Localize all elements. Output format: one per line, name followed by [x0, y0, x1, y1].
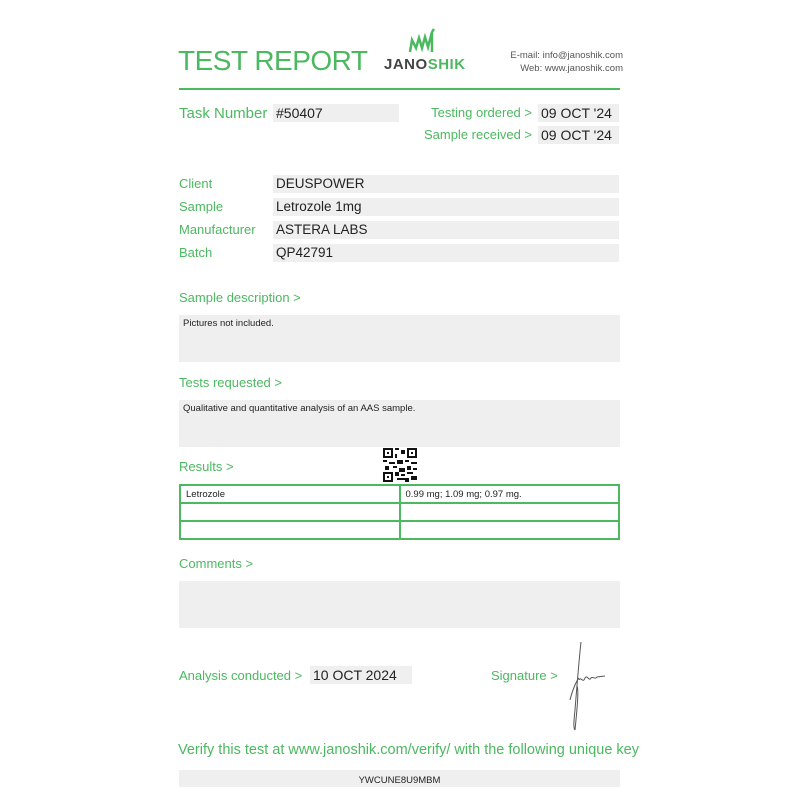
- janoshik-logo: JANOSHIK: [382, 28, 466, 76]
- table-row: [179, 520, 620, 540]
- batch-label: Batch: [179, 245, 213, 260]
- comments-label: Comments >: [179, 556, 254, 571]
- comments-text: [179, 581, 620, 587]
- signature-image: [569, 641, 606, 731]
- result-compound: [179, 520, 401, 540]
- sample-label: Sample: [179, 199, 224, 214]
- verify-instructions: Verify this test at www.janoshik.com/ver…: [178, 742, 639, 758]
- tests-requested-box: Qualitative and quantitative analysis of…: [179, 400, 620, 447]
- results-table: Letrozole 0.99 mg; 1.09 mg; 0.97 mg.: [179, 484, 620, 540]
- result-amount: 0.99 mg; 1.09 mg; 0.97 mg.: [398, 484, 620, 504]
- client-value: DEUSPOWER: [276, 176, 365, 191]
- sample-received-value: 09 OCT '24: [541, 127, 612, 143]
- contact-email: E-mail: info@janoshik.com: [510, 50, 623, 61]
- qr-code-icon: [383, 448, 417, 482]
- testing-ordered-label: Testing ordered >: [431, 105, 532, 120]
- report-title: TEST REPORT: [178, 45, 368, 76]
- unique-key-box: YWCUNE8U9MBM: [179, 770, 620, 787]
- logo-text-green: SHIK: [427, 56, 466, 73]
- signature-label: Signature >: [491, 668, 558, 683]
- results-label: Results >: [179, 459, 234, 474]
- analysis-conducted-value: 10 OCT 2024: [313, 667, 397, 683]
- sample-value: Letrozole 1mg: [276, 199, 362, 214]
- unique-key: YWCUNE8U9MBM: [358, 775, 441, 786]
- manufacturer-label: Manufacturer: [179, 222, 256, 237]
- client-label: Client: [179, 176, 213, 191]
- sample-description-label: Sample description >: [179, 290, 301, 305]
- tests-requested-label: Tests requested >: [179, 375, 282, 390]
- task-number-label: Task Number: [179, 105, 268, 122]
- result-compound: Letrozole: [179, 484, 401, 504]
- tests-requested-text: Qualitative and quantitative analysis of…: [183, 403, 416, 414]
- batch-value: QP42791: [276, 245, 334, 260]
- sample-description-box: Pictures not included.: [179, 315, 620, 362]
- sample-description-text: Pictures not included.: [183, 318, 274, 329]
- header-divider: [179, 88, 620, 90]
- logo-text-dark: JANO: [384, 56, 428, 73]
- logo-graph-icon: [408, 28, 436, 53]
- sample-received-label: Sample received >: [423, 127, 532, 142]
- result-compound: [179, 502, 401, 522]
- result-amount: [398, 502, 620, 522]
- contact-web: Web: www.janoshik.com: [520, 63, 623, 74]
- table-row: [179, 502, 620, 522]
- table-row: Letrozole 0.99 mg; 1.09 mg; 0.97 mg.: [179, 484, 620, 504]
- result-amount: [398, 520, 620, 540]
- task-number-value: #50407: [276, 105, 323, 121]
- manufacturer-value: ASTERA LABS: [276, 222, 368, 237]
- comments-box: [179, 581, 620, 628]
- testing-ordered-value: 09 OCT '24: [541, 105, 612, 121]
- analysis-conducted-label: Analysis conducted >: [179, 668, 303, 683]
